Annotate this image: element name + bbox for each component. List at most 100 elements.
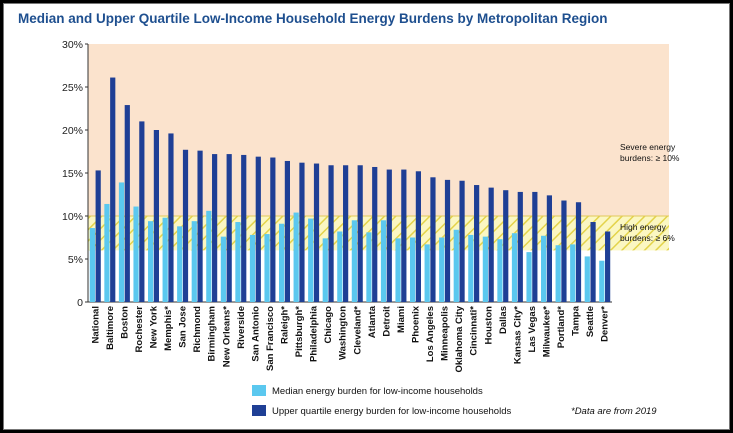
median-bar bbox=[453, 229, 459, 302]
chart-title: Median and Upper Quartile Low-Income Hou… bbox=[18, 11, 608, 26]
high-burden-band bbox=[88, 216, 669, 251]
category-label: Richmond bbox=[192, 306, 203, 353]
category-label: Denver* bbox=[600, 306, 611, 342]
category-label: Birmingham bbox=[207, 306, 218, 361]
category-label: Portland* bbox=[556, 306, 567, 349]
upper-quartile-bar bbox=[605, 231, 611, 302]
upper-quartile-bar bbox=[474, 185, 480, 302]
category-label: Washington bbox=[338, 306, 349, 360]
category-label: Memphis* bbox=[163, 306, 174, 351]
category-label: Kansas City* bbox=[512, 306, 523, 364]
category-label: Detroit bbox=[381, 305, 392, 336]
category-label: Las Vegas bbox=[527, 306, 538, 352]
category-label: San Francisco bbox=[265, 306, 276, 371]
upper-quartile-bar bbox=[284, 160, 290, 302]
median-bar bbox=[249, 234, 256, 302]
median-bar bbox=[410, 237, 416, 302]
upper-quartile-bar bbox=[328, 165, 334, 302]
upper-quartile-bar bbox=[590, 222, 596, 302]
median-bar bbox=[162, 217, 168, 302]
category-label: Oklahoma City bbox=[454, 305, 465, 372]
category-label: Cincinnati* bbox=[469, 306, 480, 356]
median-bar bbox=[511, 233, 518, 302]
upper-quartile-bar bbox=[110, 77, 116, 302]
category-label: Seattle bbox=[585, 306, 596, 337]
category-label: New Orleans* bbox=[221, 306, 232, 368]
median-bar bbox=[104, 203, 110, 302]
category-label: San Jose bbox=[178, 306, 189, 348]
category-label: Chicago bbox=[323, 306, 334, 344]
upper-quartile-bar bbox=[372, 166, 378, 302]
median-bar bbox=[220, 236, 226, 302]
upper-quartile-bar bbox=[546, 195, 552, 302]
upper-quartile-bar bbox=[270, 157, 276, 302]
category-label: Pittsburgh* bbox=[294, 306, 305, 357]
median-bar bbox=[293, 212, 299, 302]
median-bar bbox=[366, 232, 372, 302]
median-bar bbox=[337, 231, 343, 302]
upper-quartile-bar bbox=[124, 105, 130, 302]
category-label: Riverside bbox=[236, 306, 247, 349]
y-tick-label: 15% bbox=[62, 168, 83, 180]
median-bar bbox=[555, 245, 561, 302]
y-tick-label: 0 bbox=[77, 297, 83, 309]
upper-quartile-bar bbox=[313, 163, 320, 302]
upper-quartile-bar bbox=[503, 190, 509, 302]
median-bar bbox=[279, 223, 285, 302]
upper-quartile-bar bbox=[430, 177, 436, 302]
median-bar bbox=[206, 210, 212, 302]
category-label: Phoenix bbox=[411, 305, 422, 343]
category-label: Tampa bbox=[571, 305, 582, 336]
category-label: Milwaukee* bbox=[542, 306, 553, 358]
median-bar bbox=[468, 234, 474, 302]
severe-burden-band bbox=[88, 44, 669, 216]
footnote: *Data are from 2019 bbox=[571, 406, 657, 417]
legend-upper-swatch bbox=[252, 405, 266, 416]
upper-quartile-bar bbox=[197, 150, 203, 302]
upper-quartile-bar bbox=[241, 154, 247, 302]
median-bar bbox=[177, 226, 183, 302]
y-tick-label: 10% bbox=[62, 211, 83, 223]
severe-band-label-line2: burdens: ≥ 10% bbox=[620, 153, 680, 163]
upper-quartile-bar bbox=[255, 156, 261, 302]
median-bar bbox=[308, 218, 314, 302]
category-label: National bbox=[90, 306, 101, 343]
upper-quartile-bar bbox=[459, 180, 465, 302]
category-label: Raleigh* bbox=[280, 306, 291, 344]
category-label: Philadelphia bbox=[309, 305, 320, 362]
upper-quartile-bar bbox=[95, 170, 101, 302]
category-label: New York bbox=[149, 305, 160, 348]
category-label: Baltimore bbox=[105, 306, 116, 350]
upper-quartile-bar bbox=[168, 133, 174, 302]
upper-quartile-bar bbox=[444, 179, 451, 302]
category-label: Minneapolis bbox=[440, 306, 451, 361]
median-bar bbox=[322, 238, 328, 302]
category-label: San Antonio bbox=[250, 306, 261, 362]
category-label: Rochester bbox=[134, 306, 145, 353]
category-label: Cleveland* bbox=[352, 306, 363, 355]
median-bar bbox=[133, 206, 139, 302]
category-label: Los Angeles bbox=[425, 306, 436, 362]
median-bar bbox=[235, 222, 241, 302]
legend-median-swatch bbox=[252, 385, 266, 396]
median-bar bbox=[380, 220, 387, 302]
legend-median-label: Median energy burden for low-income hous… bbox=[272, 386, 483, 397]
upper-quartile-bar bbox=[343, 165, 349, 302]
category-label: Miami bbox=[396, 306, 407, 333]
upper-quartile-bar bbox=[575, 202, 582, 302]
upper-quartile-bar bbox=[139, 121, 145, 303]
median-bar bbox=[526, 252, 532, 302]
median-bar bbox=[541, 235, 547, 302]
category-label: Boston bbox=[119, 306, 130, 339]
y-tick-label: 30% bbox=[62, 39, 83, 51]
upper-quartile-bar bbox=[561, 200, 567, 302]
median-bar bbox=[599, 260, 605, 302]
upper-quartile-bar bbox=[415, 171, 421, 302]
category-label: Dallas bbox=[498, 306, 509, 334]
upper-quartile-bar bbox=[226, 154, 232, 302]
median-bar bbox=[191, 221, 197, 302]
severe-band-label-line1: Severe energy bbox=[620, 142, 676, 152]
legend-upper-label: Upper quartile energy burden for low-inc… bbox=[272, 406, 511, 417]
upper-quartile-bar bbox=[182, 149, 189, 302]
median-bar bbox=[118, 182, 125, 302]
